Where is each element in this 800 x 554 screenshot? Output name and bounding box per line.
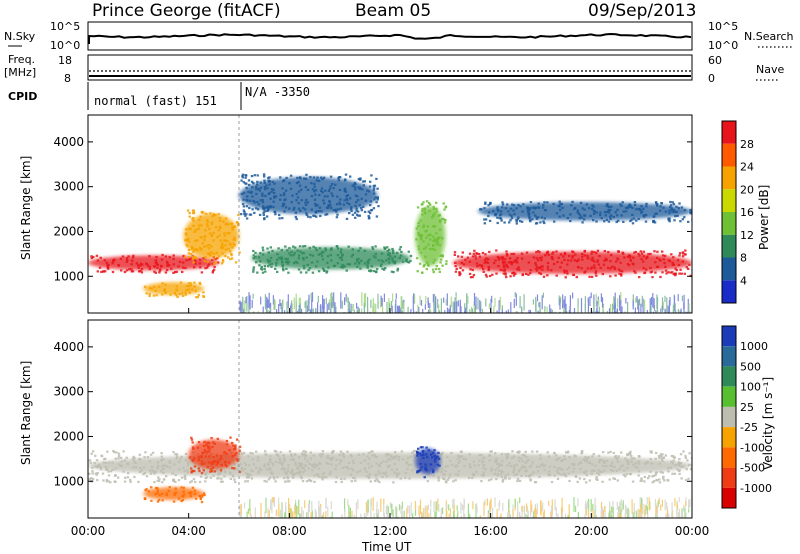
velocity-colorbar-swatch-6 bbox=[722, 447, 736, 468]
noise-right-label: N.Search bbox=[744, 30, 794, 43]
velocity-colorbar-swatch-5 bbox=[722, 427, 736, 448]
noise-panel: N.Sky 10^5 10^0 10^5 10^0 N.Search bbox=[4, 20, 794, 52]
freq-panel: Freq. [MHz] 18 8 60 0 Nave bbox=[4, 53, 784, 85]
velocity-colorbar-swatch-2 bbox=[722, 366, 736, 387]
power-ytick-label-1: 3000 bbox=[53, 180, 84, 194]
noise-right-tick-high: 10^5 bbox=[708, 20, 738, 33]
x-axis: 00:00 04:00 08:00 12:00 16:00 20:00 00:00 bbox=[71, 308, 710, 538]
velocity-ytick-label-1: 3000 bbox=[53, 385, 84, 399]
power-ylabel: Slant Range [km] bbox=[19, 156, 33, 260]
x-tick-label-2: 08:00 bbox=[272, 524, 307, 538]
power-colorbar-swatch-3 bbox=[722, 189, 736, 213]
velocity-colorbar-swatch-8 bbox=[722, 487, 736, 508]
power-panel: 4000 3000 2000 1000 Slant Range [km] 28 24 20… bbox=[19, 114, 771, 314]
velocity-ytick-label-3: 1000 bbox=[53, 474, 84, 488]
power-colorbar-tick-2: 20 bbox=[740, 183, 754, 196]
velocity-colorbar-label: Velocity [m s⁻¹] bbox=[761, 377, 775, 470]
velocity-colorbar-swatch-0 bbox=[722, 326, 736, 347]
velocity-ytick-label-2: 2000 bbox=[53, 429, 84, 443]
velocity-feature-0 bbox=[88, 449, 692, 484]
noise-left-tick-high: 10^5 bbox=[50, 20, 80, 33]
power-colorbar-swatch-6 bbox=[722, 257, 736, 281]
velocity-colorbar-tick-4: -25 bbox=[740, 421, 758, 434]
x-axis-label: Time UT bbox=[361, 540, 412, 554]
freq-label-line1: Freq. bbox=[8, 53, 35, 66]
velocity-near-range-speckle bbox=[239, 497, 692, 518]
velocity-feature-1 bbox=[188, 436, 242, 475]
noise-left-label: N.Sky bbox=[4, 30, 36, 43]
velocity-colorbar-swatch-7 bbox=[722, 467, 736, 488]
x-tick-label-0: 00:00 bbox=[71, 524, 106, 538]
x-tick-label-4: 16:00 bbox=[473, 524, 508, 538]
velocity-colorbar-swatch-1 bbox=[722, 346, 736, 367]
power-ytick-label-0: 4000 bbox=[53, 135, 84, 149]
date-title: 09/Sep/2013 bbox=[588, 1, 696, 21]
velocity-colorbar-tick-7: -1000 bbox=[740, 482, 772, 495]
noise-left-tick-low: 10^0 bbox=[50, 39, 80, 52]
x-tick-label-5: 20:00 bbox=[574, 524, 609, 538]
velocity-ylabel: Slant Range [km] bbox=[19, 361, 33, 465]
power-colorbar-swatch-1 bbox=[722, 143, 736, 167]
power-feature-0 bbox=[88, 253, 220, 274]
velocity-colorbar-frame bbox=[721, 325, 737, 509]
cpid-segment-2: N/A -3350 bbox=[245, 85, 310, 99]
power-near-range-speckle bbox=[239, 292, 691, 313]
velocity-colorbar-tick-5: -100 bbox=[740, 441, 765, 454]
power-colorbar-tick-5: 8 bbox=[740, 252, 747, 265]
power-feature-7 bbox=[478, 200, 692, 225]
nave-label: Nave bbox=[756, 63, 784, 76]
power-colorbar-swatch-0 bbox=[722, 121, 736, 144]
velocity-colorbar-swatch-4 bbox=[722, 406, 736, 428]
velocity-feature-2 bbox=[143, 486, 206, 504]
noise-right-tick-low: 10^0 bbox=[708, 39, 738, 52]
power-colorbar-label: Power [dB] bbox=[757, 185, 771, 250]
power-colorbar-tick-1: 24 bbox=[740, 161, 754, 174]
power-colorbar-tick-3: 16 bbox=[740, 206, 754, 219]
velocity-colorbar-tick-6: -500 bbox=[740, 462, 765, 475]
power-colorbar-swatch-2 bbox=[722, 166, 736, 190]
freq-right-tick-high: 60 bbox=[708, 54, 722, 67]
power-colorbar-tick-6: 4 bbox=[740, 274, 747, 287]
power-feature-6 bbox=[453, 249, 692, 279]
freq-right-tick-low: 0 bbox=[708, 72, 715, 85]
power-colorbar-swatch-7 bbox=[722, 280, 736, 304]
power-feature-2 bbox=[143, 281, 206, 299]
velocity-panel: 4000 3000 2000 1000 Slant Range [km] 1000 50… bbox=[19, 319, 775, 519]
station-title: Prince George (fitACF) bbox=[92, 1, 281, 21]
velocity-colorbar-tick-0: 1000 bbox=[740, 340, 768, 353]
freq-label-line2: [MHz] bbox=[4, 66, 36, 79]
power-colorbar-tick-4: 12 bbox=[740, 229, 754, 242]
power-colorbar-swatch-4 bbox=[722, 212, 736, 235]
velocity-colorbar-tick-3: 25 bbox=[740, 401, 754, 414]
power-feature-1 bbox=[183, 209, 241, 265]
power-feature-5 bbox=[415, 200, 448, 274]
x-tick-label-3: 12:00 bbox=[373, 524, 408, 538]
cpid-segment-1: normal (fast) 151 bbox=[94, 94, 217, 108]
power-colorbar-swatch-5 bbox=[722, 234, 736, 258]
power-ytick-label-3: 1000 bbox=[53, 269, 84, 283]
noise-series-line bbox=[88, 32, 692, 44]
velocity-colorbar-tick-2: 100 bbox=[740, 381, 761, 394]
freq-left-tick-high: 18 bbox=[58, 54, 72, 67]
power-colorbar-tick-0: 28 bbox=[740, 138, 754, 151]
freq-left-tick-low: 8 bbox=[64, 72, 71, 85]
velocity-colorbar-swatch-3 bbox=[722, 386, 736, 407]
power-colorbar-frame bbox=[721, 120, 737, 304]
velocity-colorbar-tick-1: 500 bbox=[740, 360, 761, 373]
x-tick-label-6: 00:00 bbox=[675, 524, 710, 538]
velocity-feature-3 bbox=[415, 446, 441, 479]
power-ytick-label-2: 2000 bbox=[53, 224, 84, 238]
power-feature-4 bbox=[251, 245, 413, 274]
cpid-label: CPID bbox=[8, 90, 37, 103]
cpid-panel: CPID normal (fast) 151 N/A -3350 bbox=[8, 82, 310, 110]
beam-title: Beam 05 bbox=[355, 1, 431, 21]
velocity-ytick-label-0: 4000 bbox=[53, 340, 84, 354]
power-feature-3 bbox=[239, 173, 380, 221]
x-tick-label-1: 04:00 bbox=[171, 524, 206, 538]
